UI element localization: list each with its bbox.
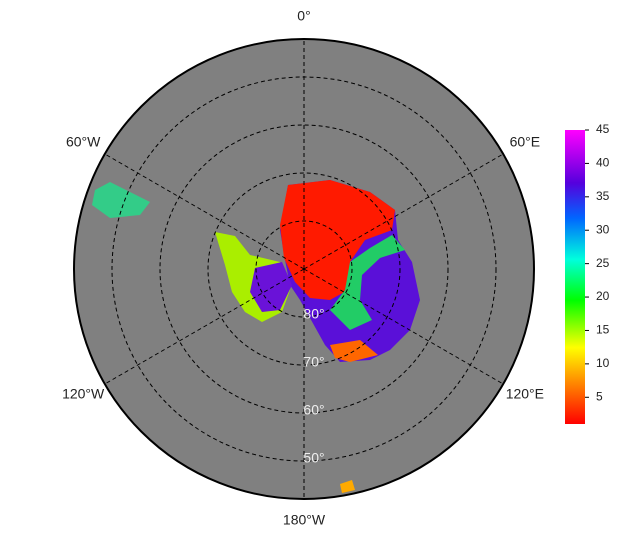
colorbar-label: 35 xyxy=(596,189,610,203)
longitude-label: 120°E xyxy=(506,386,544,402)
longitude-label: 60°E xyxy=(510,134,541,150)
longitude-label: 0° xyxy=(297,8,310,24)
colorbar-label: 30 xyxy=(596,222,610,236)
meridian xyxy=(104,153,305,270)
colorbar-label: 20 xyxy=(596,289,610,303)
latitude-label: 70° xyxy=(303,354,324,370)
colorbar-label: 15 xyxy=(596,323,610,337)
land-island-south xyxy=(340,480,355,493)
land-islands xyxy=(92,182,150,218)
colorbar-label: 10 xyxy=(596,356,610,370)
antarctica xyxy=(92,180,420,493)
meridian xyxy=(303,268,504,385)
meridian xyxy=(104,268,305,385)
meridian xyxy=(303,153,504,270)
graticule xyxy=(104,39,504,499)
colorbar-label: 25 xyxy=(596,256,610,270)
land-green xyxy=(330,235,405,330)
colorbar-label: 5 xyxy=(596,389,603,403)
land-red xyxy=(280,180,395,300)
colorbar xyxy=(565,130,585,424)
longitude-label: 60°W xyxy=(66,134,101,150)
latitude-label: 60° xyxy=(303,402,324,418)
colorbar-label: 45 xyxy=(596,122,610,136)
latitude-circle xyxy=(207,172,401,366)
land-purple-2 xyxy=(250,262,292,312)
longitude-label: 180°W xyxy=(283,512,326,528)
colorbar-label: 40 xyxy=(596,156,610,170)
latitude-circle xyxy=(255,220,353,318)
latitude-label: 50° xyxy=(303,450,324,466)
latitude-label: 80° xyxy=(303,306,324,322)
longitude-label: 120°W xyxy=(62,386,105,402)
